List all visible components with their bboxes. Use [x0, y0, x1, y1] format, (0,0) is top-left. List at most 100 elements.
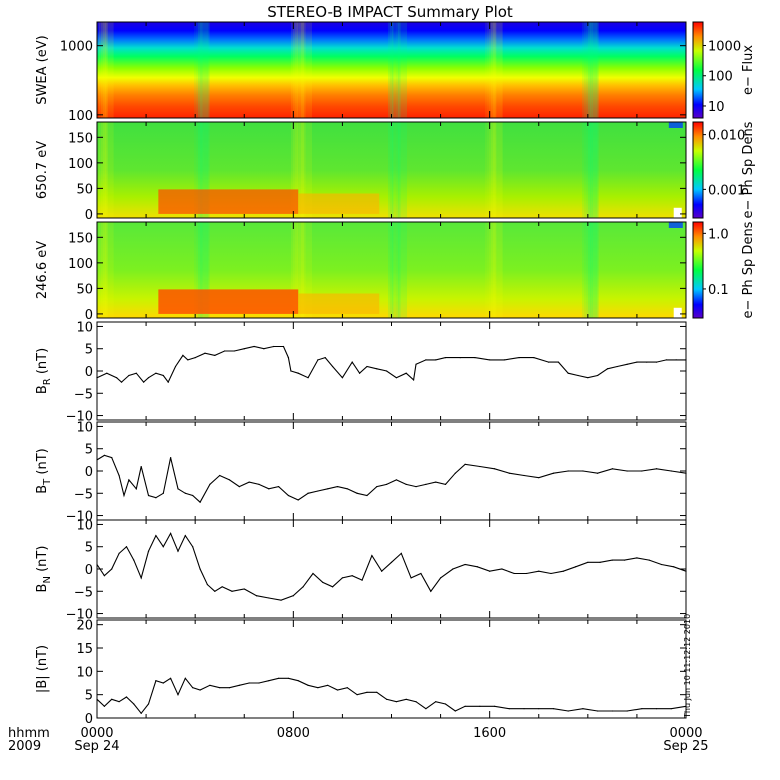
y-axis-label: BT (nT): [35, 448, 53, 494]
spectrogram-stripe: [293, 22, 298, 118]
data-point: [395, 701, 398, 703]
spectrogram-stripe: [582, 22, 593, 118]
data-point: [474, 357, 476, 359]
y-tick-label: 10: [76, 420, 93, 435]
spectrogram-stripe: [491, 222, 495, 318]
data-point: [312, 572, 314, 575]
data-point: [192, 546, 194, 548]
data-point: [278, 485, 280, 488]
panel-frame: [96, 21, 687, 119]
y-tick-label: 5: [85, 443, 93, 458]
data-point: [135, 488, 137, 490]
spectrogram-stripe: [297, 222, 305, 318]
data-point: [464, 563, 466, 566]
generation-stamp: Thu Jun 10 11:12:12 2010: [683, 614, 692, 719]
spectrogram-stripe: [107, 222, 113, 318]
data-point: [140, 577, 142, 579]
figure-title: STEREO-B IMPACT Summary Plot: [267, 3, 513, 21]
data-point: [567, 710, 569, 712]
data-point: [177, 694, 179, 696]
data-point: [577, 374, 579, 377]
data-point: [626, 710, 628, 712]
spectrogram-stripe: [295, 22, 306, 118]
spectrogram-stripe: [491, 122, 495, 218]
data-point: [476, 566, 478, 568]
data-point: [513, 572, 515, 575]
data-point: [670, 708, 672, 710]
series-line-bt: [96, 454, 687, 504]
spectrogram-stripe: [487, 122, 497, 218]
spectrogram-stripe: [295, 222, 306, 318]
ylabel-subscript: R: [42, 378, 53, 385]
data-point: [243, 348, 245, 350]
data-point: [376, 485, 378, 488]
data-point: [489, 359, 491, 361]
data-point: [167, 381, 169, 383]
data-gap: [673, 307, 682, 318]
data-point: [636, 557, 638, 559]
data-point: [317, 490, 319, 492]
data-point: [214, 590, 216, 592]
spectrogram-stripe: [105, 222, 114, 318]
data-point: [182, 354, 184, 357]
colorbar-swea: [692, 21, 704, 119]
data-point: [162, 682, 164, 684]
spectrogram-stripe: [489, 222, 496, 318]
data-point: [238, 485, 240, 488]
spectrogram-stripe: [590, 22, 598, 118]
data-point: [155, 497, 157, 499]
data-point: [523, 474, 525, 477]
data-point: [611, 710, 613, 712]
spectrogram-stripe: [295, 122, 306, 218]
data-point: [415, 701, 417, 703]
data-point: [587, 561, 589, 563]
y-tick-label: −10: [66, 510, 93, 525]
ylabel-unit: (nT): [35, 448, 50, 478]
data-point: [415, 485, 417, 488]
colorbar-tick-label: 1.0: [708, 227, 729, 242]
spectrogram-stripe: [394, 222, 400, 318]
y-axis-label: |B| (nT): [35, 645, 50, 693]
y-tick-label: 0: [85, 712, 93, 727]
spectrogram-stripe: [485, 122, 489, 218]
data-point: [116, 377, 118, 379]
spectrogram-stripe: [194, 222, 204, 318]
data-point: [199, 689, 201, 691]
colorbar-label: e− Ph Sp Dens: [741, 121, 756, 218]
spectrogram-stripe: [196, 122, 203, 218]
spectrogram-stripe: [493, 222, 503, 318]
data-point: [525, 572, 528, 575]
data-point: [444, 483, 447, 485]
ylabel-subscript: T: [42, 478, 53, 486]
y-axis-label: 650.7 eV: [35, 141, 50, 199]
colorbar-tick-label: 10: [708, 100, 725, 115]
data-point: [376, 368, 378, 370]
spectrogram-stripe: [592, 22, 597, 118]
data-point: [336, 689, 339, 691]
spectrogram-stripe: [99, 122, 108, 218]
y-tick-label: 50: [76, 182, 93, 197]
y-axis-label: 246.6 eV: [35, 241, 50, 299]
spectrogram-stripe: [198, 22, 202, 118]
data-point: [435, 481, 437, 483]
data-point: [268, 597, 270, 599]
spectrogram-stripe: [398, 122, 407, 218]
data-point: [420, 572, 422, 575]
data-point: [143, 381, 145, 383]
data-point: [655, 708, 658, 710]
strahl-region: [158, 189, 299, 214]
spectrogram-stripe: [390, 22, 393, 118]
spectrogram-stripe: [584, 122, 592, 218]
data-point: [332, 586, 334, 588]
spectrogram-stripe: [105, 122, 114, 218]
data-point: [587, 377, 589, 379]
data-point: [599, 561, 601, 563]
data-point: [278, 677, 280, 679]
data-point: [346, 488, 348, 490]
spectrogram-stripe: [297, 22, 305, 118]
data-point: [533, 357, 535, 359]
spectrogram-stripe: [392, 22, 401, 118]
y-tick-label: 0: [85, 308, 93, 323]
spectrogram-stripe: [101, 122, 107, 218]
y-tick-label: 50: [76, 282, 93, 297]
